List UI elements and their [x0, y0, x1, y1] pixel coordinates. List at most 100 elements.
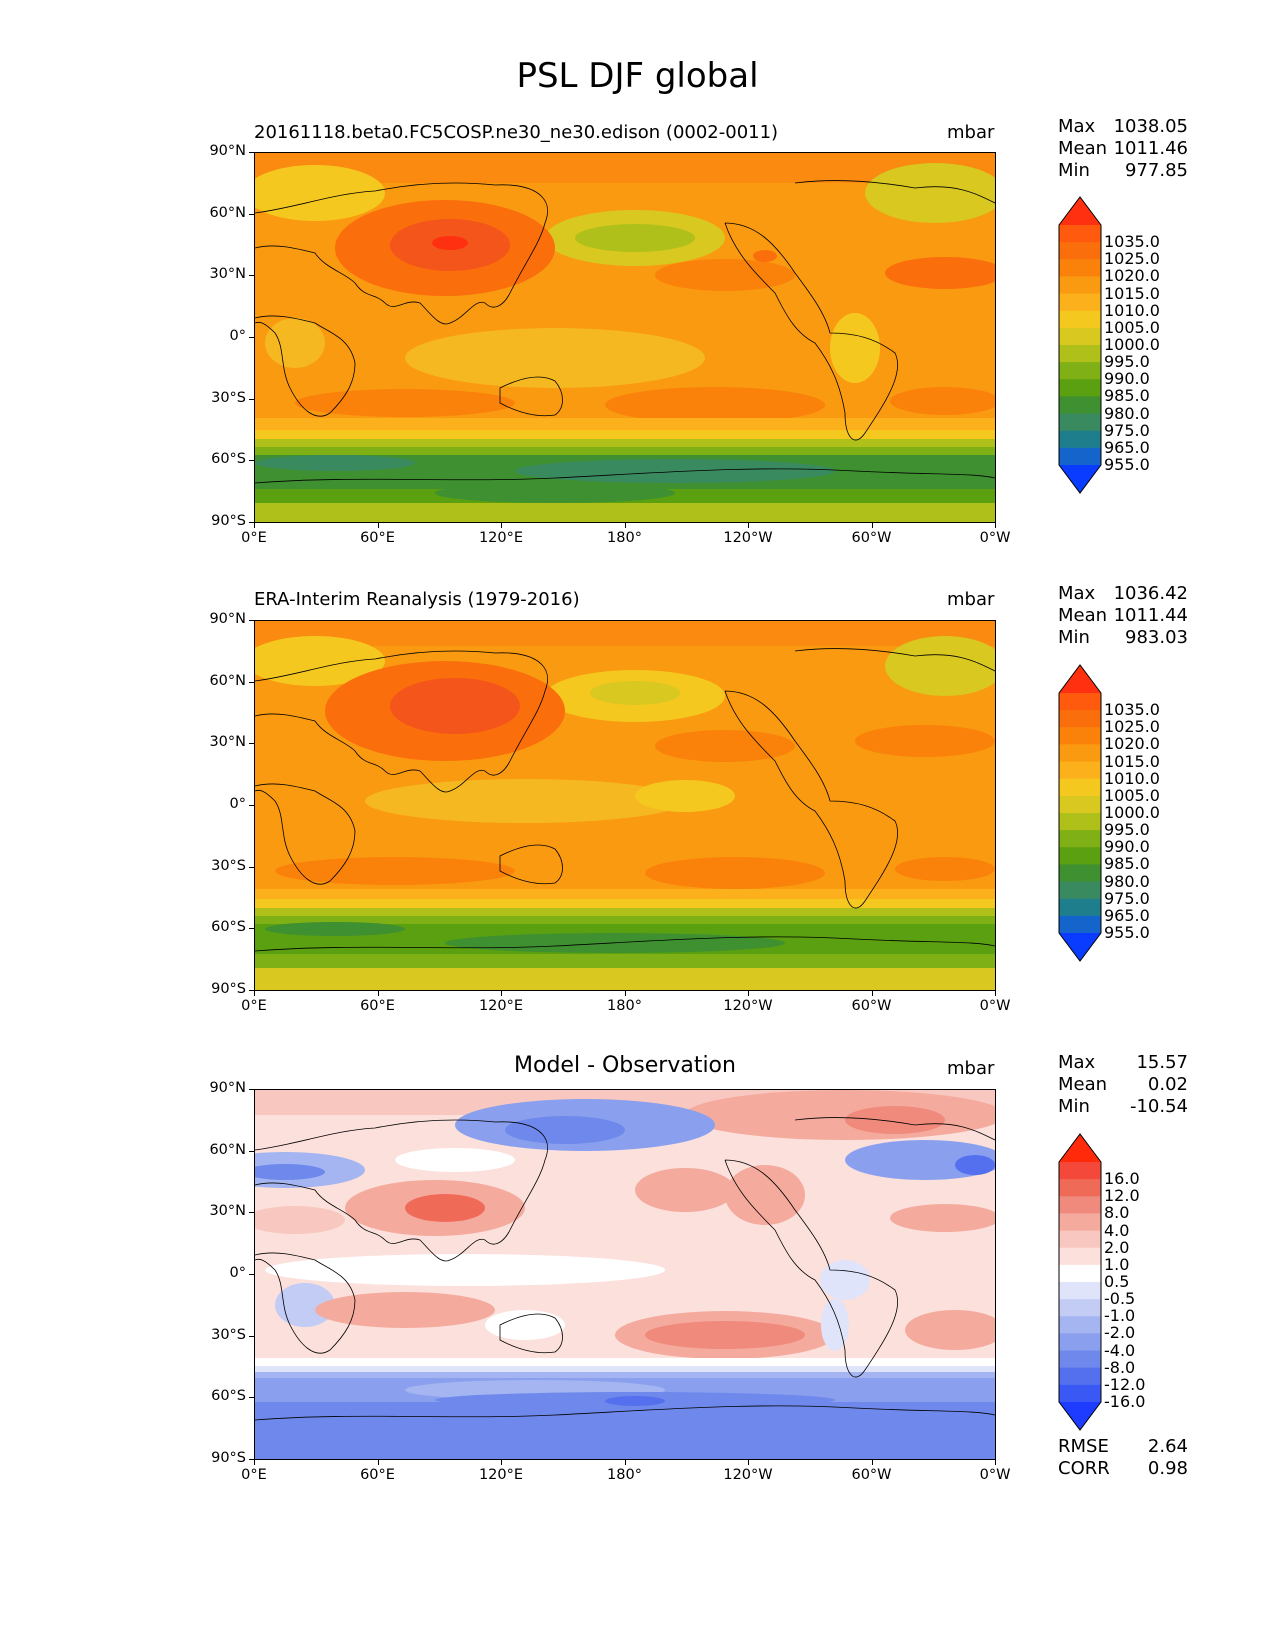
lat-tick-label: 0° — [229, 328, 246, 344]
lat-tick-mark — [249, 337, 254, 338]
colorbar-segment — [1059, 847, 1101, 865]
colorbar-segment — [1059, 447, 1101, 466]
lon-tick-mark — [254, 1460, 255, 1465]
colorbar-label: 0.5 — [1104, 1272, 1130, 1291]
lon-tick-label: 60°W — [851, 998, 892, 1014]
colorbar-label: 1020.0 — [1104, 266, 1160, 286]
lon-tick-label: 120°W — [723, 530, 773, 546]
lon-tick-mark — [748, 1460, 749, 1465]
colorbar-label: 4.0 — [1104, 1220, 1130, 1240]
panel-3-stats: Max 15.57 Mean 0.02 Min -10.54 — [1058, 1052, 1188, 1118]
colorbar-label: 1000.0 — [1104, 803, 1160, 822]
colorbar-label: 995.0 — [1104, 352, 1150, 372]
colorbar-segment — [1059, 778, 1101, 797]
coastlines — [255, 180, 995, 484]
lat-tick-label: 60°N — [209, 1141, 246, 1158]
lon-tick-label: 0°W — [979, 1467, 1011, 1483]
lat-tick-label: 30°N — [209, 266, 246, 283]
colorbar-segment — [1059, 362, 1101, 380]
stat-min: Min -10.54 — [1058, 1096, 1188, 1117]
lon-tick-mark — [995, 523, 996, 528]
colorbar-segment — [1059, 864, 1101, 883]
colorbar-label: 1025.0 — [1104, 717, 1160, 737]
lat-tick-mark — [249, 990, 254, 991]
lon-tick-mark — [871, 523, 873, 528]
colorbar-segment — [1059, 379, 1101, 397]
colorbar-extend-min — [1059, 465, 1101, 493]
colorbar-label: -16.0 — [1104, 1392, 1146, 1411]
colorbar-label: 2.0 — [1104, 1237, 1130, 1257]
lat-tick-mark — [249, 1274, 254, 1275]
lat-tick-mark — [249, 1397, 254, 1399]
lat-tick-mark — [249, 1212, 254, 1214]
colorbar-label: 1005.0 — [1104, 317, 1160, 337]
lon-tick-label: 0°E — [241, 998, 267, 1014]
colorbar-label: 16.0 — [1104, 1169, 1140, 1189]
lat-tick-mark — [249, 213, 254, 215]
colorbar-segment — [1059, 396, 1101, 415]
lon-tick-mark — [748, 523, 749, 528]
lon-tick-label: 180° — [607, 998, 642, 1014]
colorbar-label: 965.0 — [1104, 905, 1150, 925]
lat-tick-label: 90°N — [209, 143, 246, 159]
colorbar-label: -12.0 — [1104, 1374, 1146, 1394]
colorbar-segment — [1059, 1213, 1101, 1232]
lat-tick-label: 90°S — [211, 513, 246, 529]
panel-1-units: mbar — [947, 122, 995, 143]
colorbar-label: -4.0 — [1104, 1340, 1136, 1360]
lon-tick-mark — [377, 523, 379, 528]
colorbar-label: 1020.0 — [1104, 734, 1160, 754]
lon-tick-label: 120°W — [723, 1467, 773, 1483]
lon-tick-mark — [624, 523, 626, 528]
lat-tick-mark — [249, 398, 254, 400]
colorbar-segment — [1059, 1333, 1101, 1352]
colorbar-label: -8.0 — [1104, 1357, 1136, 1377]
colorbar-label: -1.0 — [1104, 1306, 1136, 1326]
colorbar-label: 955.0 — [1104, 455, 1150, 474]
lon-tick-mark — [995, 991, 996, 996]
coastlines — [255, 648, 995, 952]
colorbar-segment — [1059, 1316, 1101, 1334]
lon-tick-label: 0°E — [241, 530, 267, 546]
colorbar-label: 985.0 — [1104, 854, 1150, 874]
colorbar — [1058, 1133, 1102, 1431]
panel-2-units: mbar — [947, 589, 995, 610]
colorbar-label: 965.0 — [1104, 437, 1150, 457]
lat-tick-mark — [249, 522, 254, 523]
figure-title: PSL DJF global — [516, 56, 759, 96]
colorbar-label: 1005.0 — [1104, 785, 1160, 805]
colorbar-label: 8.0 — [1104, 1203, 1130, 1223]
lon-tick-mark — [377, 991, 379, 996]
lat-tick-label: 30°S — [211, 857, 246, 874]
coastlines — [255, 1117, 995, 1421]
colorbar-label: 975.0 — [1104, 420, 1150, 440]
colorbar-segment — [1059, 1350, 1101, 1369]
colorbar-segment — [1059, 727, 1101, 745]
colorbar-segment — [1059, 1247, 1101, 1266]
lat-tick-label: 30°S — [211, 1326, 246, 1343]
colorbar-segment — [1059, 327, 1101, 346]
lon-tick-label: 120°E — [478, 1467, 524, 1483]
colorbar-segment — [1059, 430, 1101, 449]
panel-3-map — [254, 1089, 996, 1460]
colorbar-label: 980.0 — [1104, 403, 1150, 423]
panel-1-map — [254, 152, 996, 523]
lon-tick-mark — [624, 1460, 626, 1465]
lat-tick-mark — [249, 743, 254, 745]
colorbar-segment — [1059, 813, 1101, 831]
lon-tick-label: 0°W — [979, 530, 1011, 546]
lat-tick-label: 30°N — [209, 1203, 246, 1220]
lat-tick-label: 60°N — [209, 204, 246, 221]
colorbar-segment — [1059, 1282, 1101, 1300]
lon-tick-mark — [624, 991, 626, 996]
stat-mean: Mean 0.02 — [1058, 1074, 1188, 1095]
lon-tick-label: 0°E — [241, 1467, 267, 1483]
lat-tick-mark — [249, 620, 254, 621]
colorbar-segment — [1059, 830, 1101, 848]
lat-tick-label: 90°S — [211, 1450, 246, 1466]
colorbar-extend-max — [1059, 665, 1101, 693]
colorbar-label: 1010.0 — [1104, 300, 1160, 320]
colorbar — [1058, 664, 1102, 962]
colorbar-segment — [1059, 761, 1101, 780]
colorbar-segment — [1059, 1230, 1101, 1249]
